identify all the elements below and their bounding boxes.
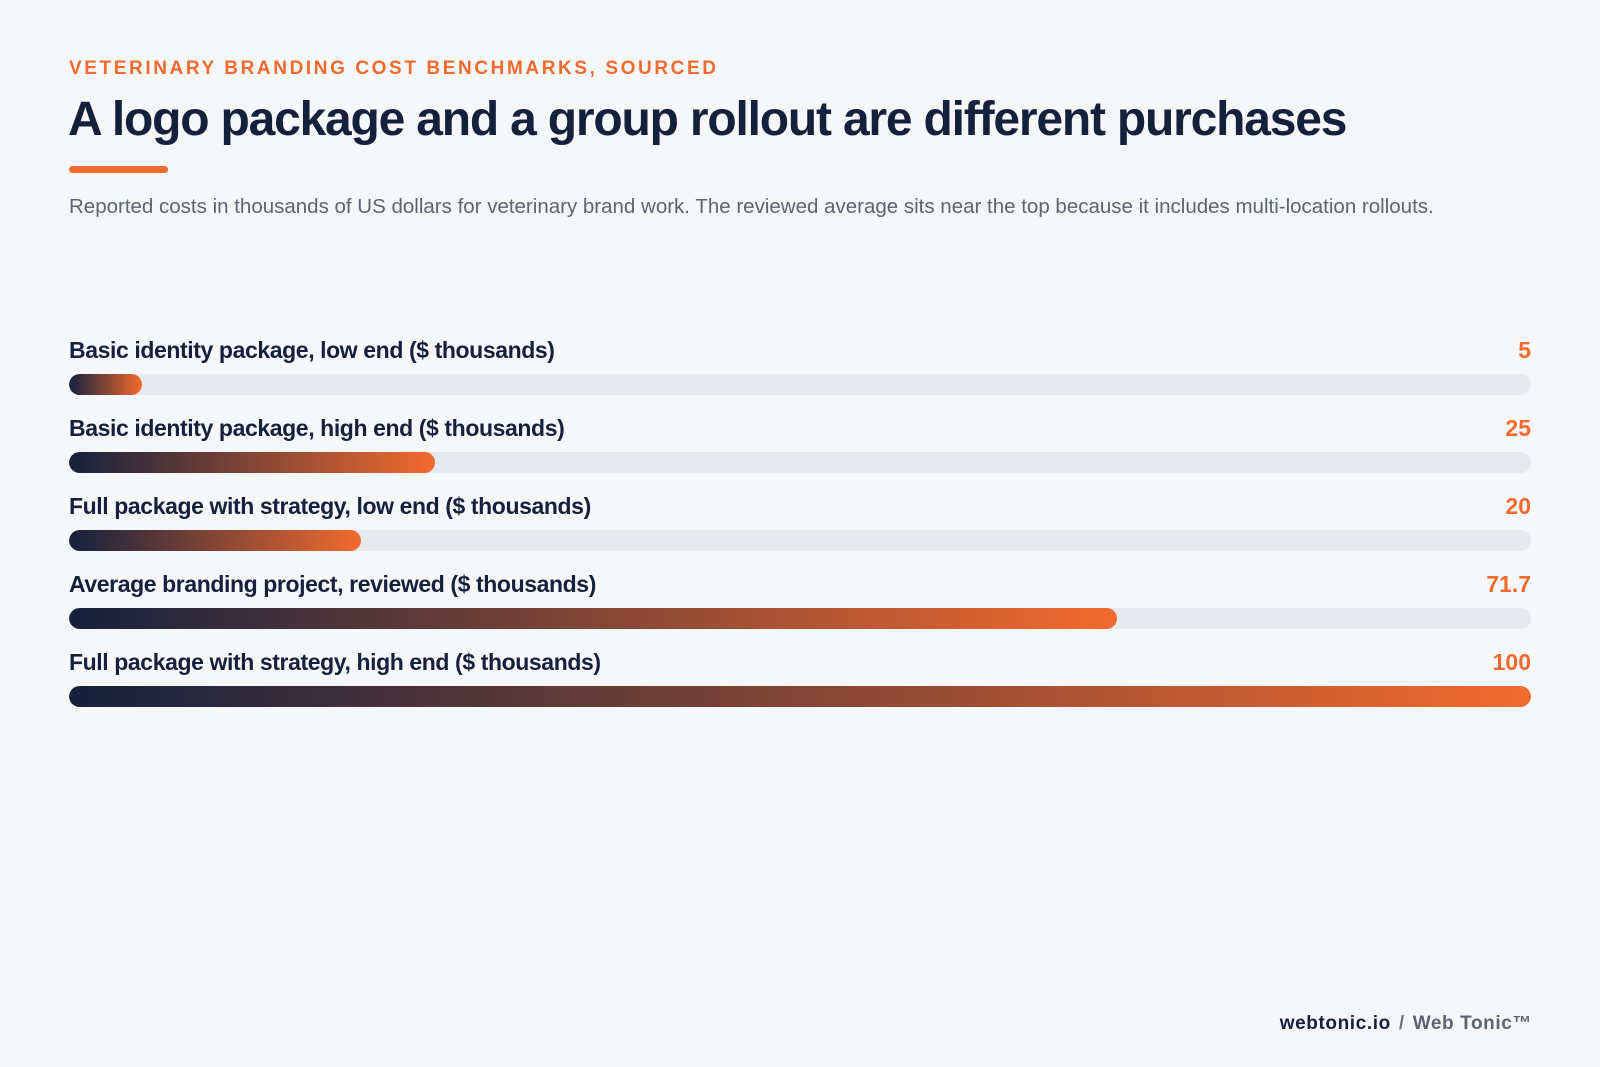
bar: [69, 608, 1118, 629]
footer-separator: /: [1398, 1013, 1405, 1034]
bar-row: Average branding project, reviewed ($ th…: [69, 571, 1531, 649]
footer-credit: webtonic.io / Web Tonic™: [1280, 1013, 1532, 1035]
bar: [69, 686, 1531, 707]
chart-title: A logo package and a group rollout are d…: [68, 93, 1347, 146]
bar-row: Basic identity package, low end ($ thous…: [69, 337, 1531, 415]
chart-eyebrow: VETERINARY BRANDING COST BENCHMARKS, SOU…: [69, 58, 719, 79]
bar-value-label: 100: [1492, 649, 1531, 675]
bar-label: Average branding project, reviewed ($ th…: [69, 571, 596, 597]
bar-value-label: 25: [1505, 415, 1531, 441]
bar-track: [69, 452, 1531, 473]
bar-value-label: 71.7: [1486, 571, 1531, 597]
footer-brand: Web Tonic™: [1412, 1013, 1532, 1034]
bar-row: Full package with strategy, high end ($ …: [69, 649, 1531, 727]
bar-track: [69, 374, 1531, 395]
bar-row: Full package with strategy, low end ($ t…: [69, 493, 1531, 571]
bar-label: Full package with strategy, high end ($ …: [69, 649, 601, 675]
bar: [69, 530, 362, 551]
chart-subtitle: Reported costs in thousands of US dollar…: [69, 195, 1434, 218]
bar-label: Basic identity package, low end ($ thous…: [69, 337, 555, 363]
bar-track: [69, 608, 1531, 629]
bar-track: [69, 530, 1531, 551]
bar-label: Full package with strategy, low end ($ t…: [69, 493, 591, 519]
bar-track: [69, 686, 1531, 707]
bar-label: Basic identity package, high end ($ thou…: [69, 415, 565, 441]
bar: [69, 452, 435, 473]
bar-chart: Basic identity package, low end ($ thous…: [69, 337, 1531, 727]
footer-site: webtonic.io: [1279, 1013, 1391, 1034]
bar-value-label: 5: [1518, 337, 1531, 363]
bar-row: Basic identity package, high end ($ thou…: [69, 415, 1531, 493]
bar-value-label: 20: [1505, 493, 1531, 519]
title-underline: [69, 166, 168, 173]
bar: [69, 374, 143, 395]
